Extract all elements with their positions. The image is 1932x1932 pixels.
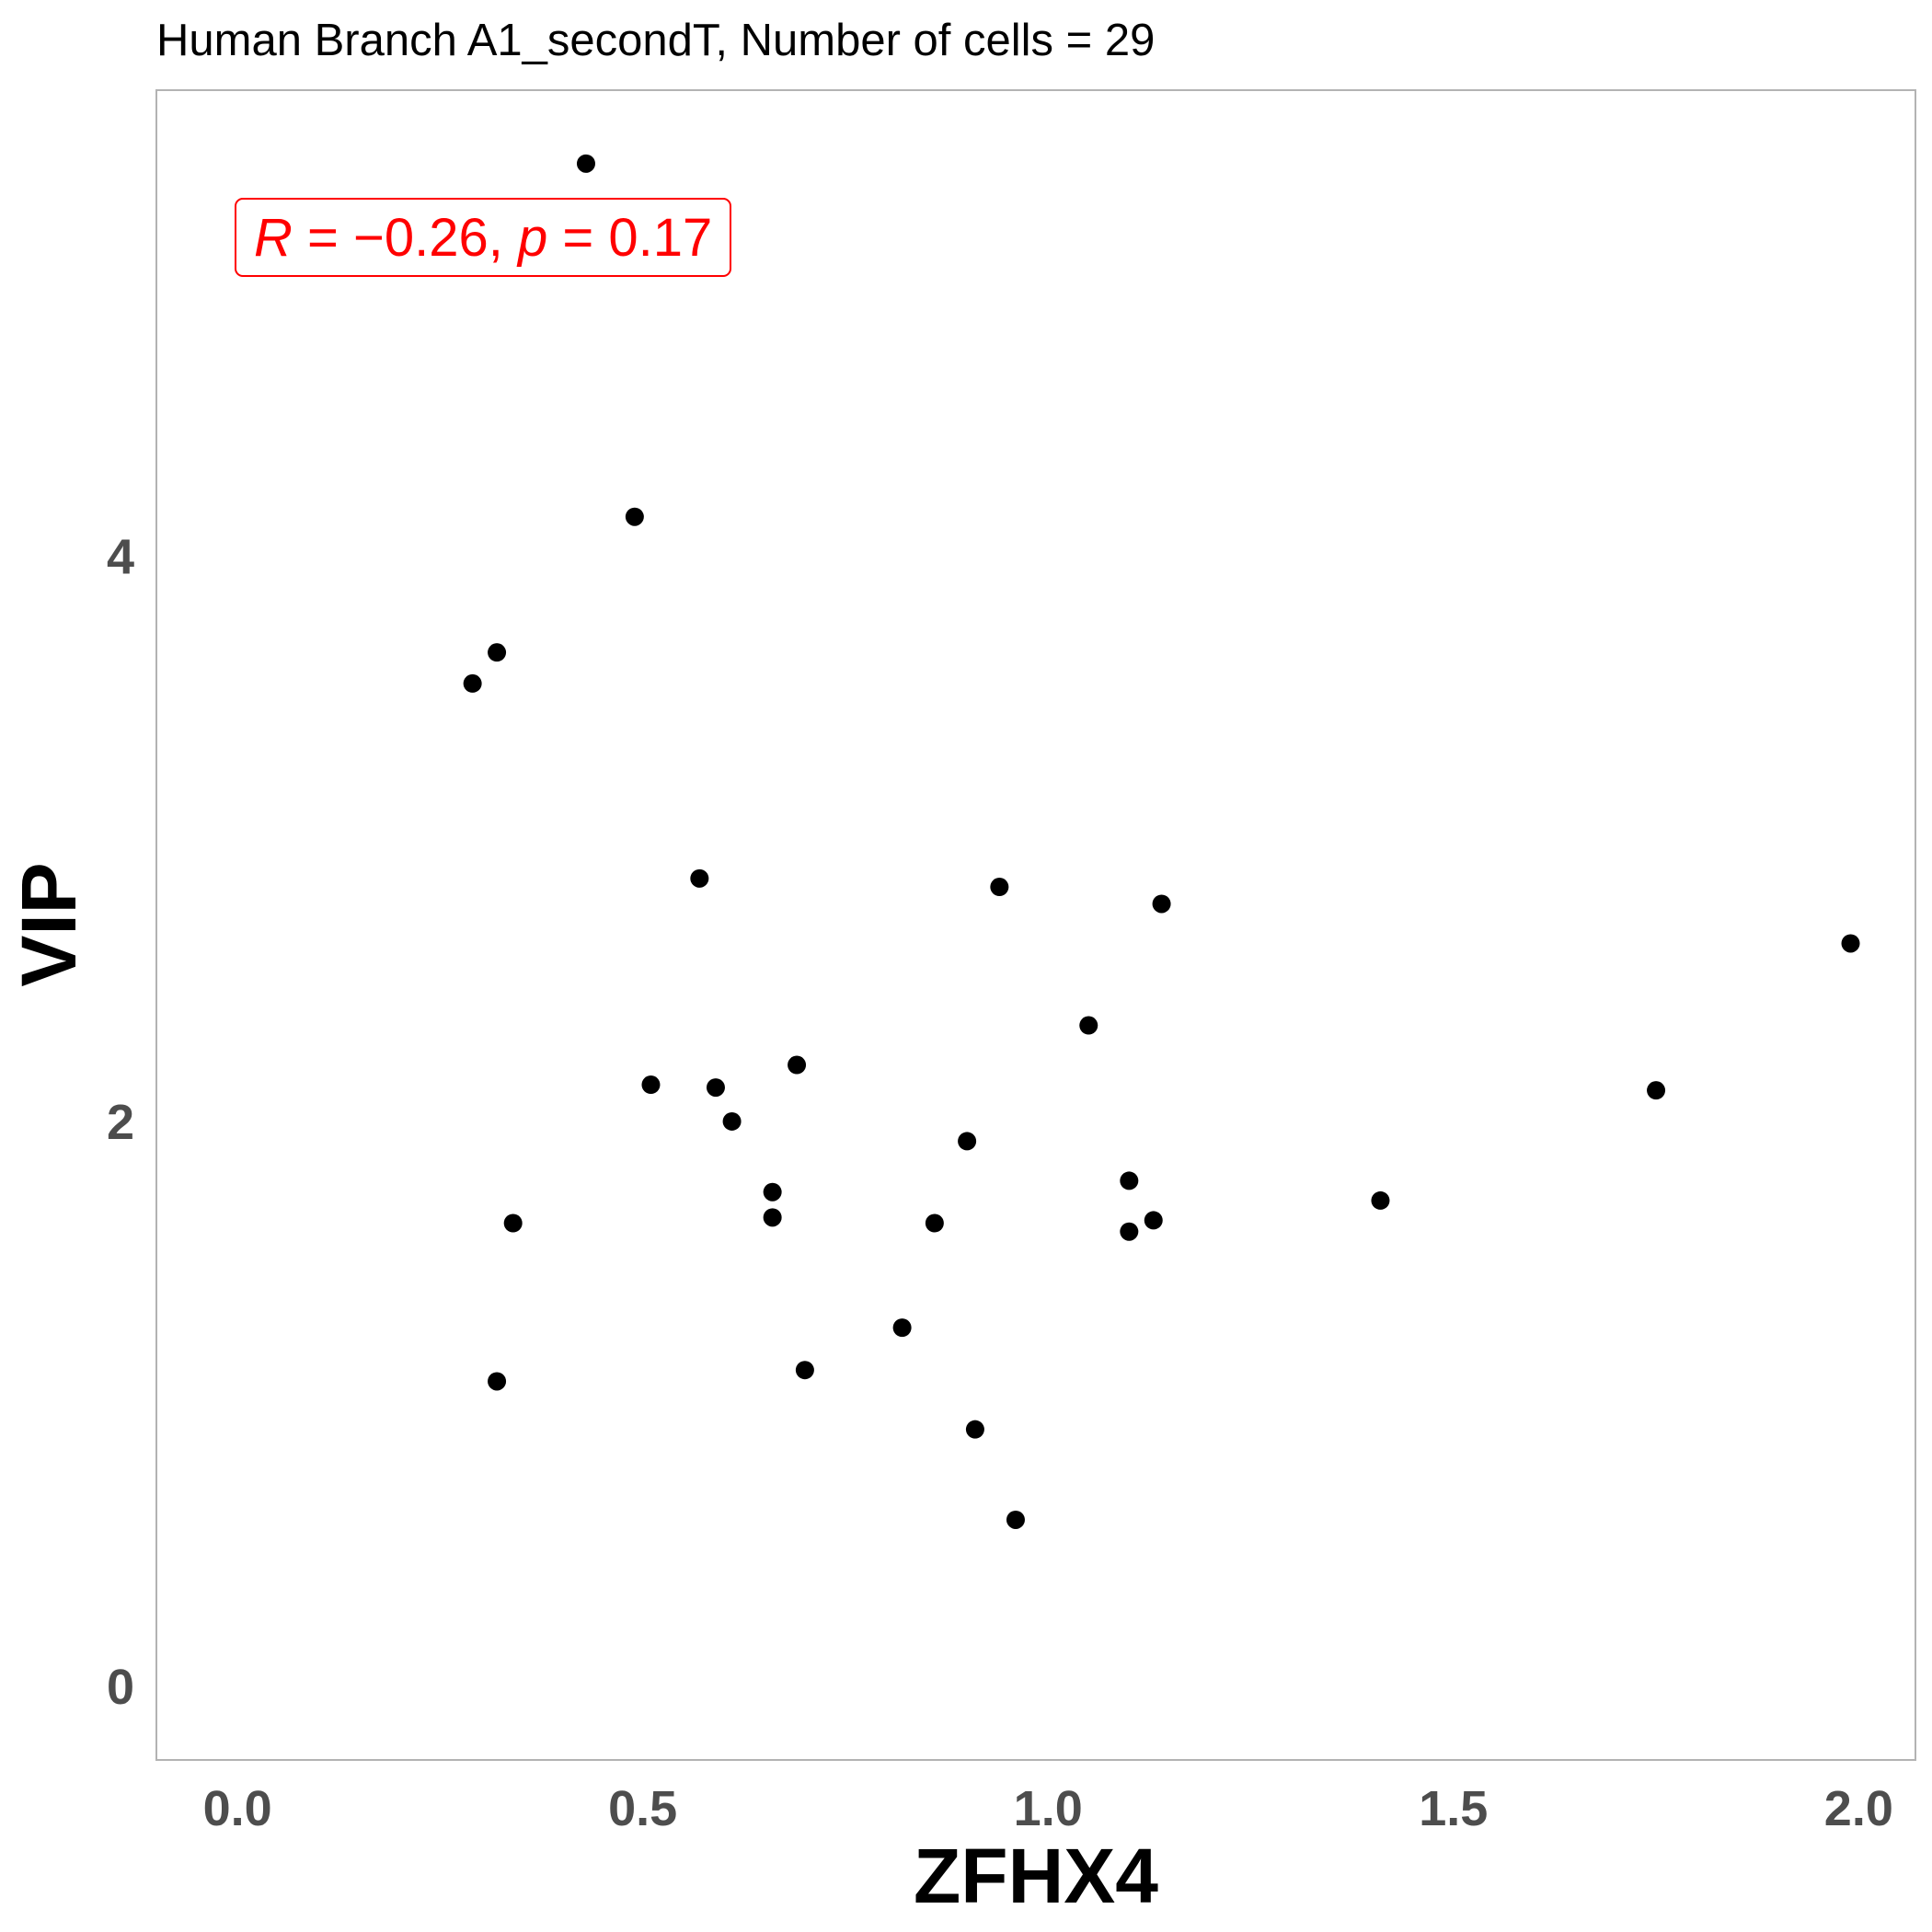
data-point [965,1420,984,1439]
y-axis-ticks: 0 2 4 [107,530,134,1715]
p-symbol: p [516,208,547,268]
data-point [690,868,709,888]
data-point [763,1182,782,1202]
x-axis-label: ZFHX4 [914,1833,1158,1919]
data-point [641,1075,661,1095]
data-point [1647,1081,1666,1100]
x-tick-label: 1.0 [1014,1781,1083,1836]
y-tick-label: 0 [107,1660,134,1715]
data-point [625,507,644,526]
y-tick-label: 4 [107,530,134,585]
data-point [706,1078,725,1098]
data-point [722,1111,742,1131]
data-point [958,1132,977,1151]
p-value: = 0.17 [547,208,712,268]
annotation-text: R = −0.26, p = 0.17 [254,208,712,268]
data-point [795,1361,814,1380]
data-point [763,1208,782,1227]
x-tick-label: 1.5 [1419,1781,1488,1836]
y-tick-label: 2 [107,1095,134,1150]
data-point [1006,1510,1025,1529]
data-point [488,1372,507,1391]
annotation-box [235,198,731,277]
data-point [463,673,482,693]
data-point [1371,1190,1390,1210]
data-point [990,878,1009,897]
data-points [463,154,1860,1529]
x-tick-label: 0.5 [608,1781,677,1836]
data-point [488,643,507,662]
y-axis-label: VIP [6,862,92,986]
data-point [1079,1016,1098,1035]
data-point [1120,1171,1139,1190]
x-axis-ticks: 0.0 0.5 1.0 1.5 2.0 [203,1781,1893,1836]
data-point [1841,934,1860,953]
data-point [1120,1222,1139,1241]
data-point [892,1318,912,1338]
plot-panel [155,89,1916,1761]
chart-title: Human Branch A1_secondT, Number of cells… [156,16,1155,65]
data-point [576,154,595,173]
data-point [925,1213,944,1233]
correlation-annotation: R = −0.26, p = 0.17 [235,198,731,277]
data-point [1144,1211,1163,1230]
data-point [1152,894,1171,914]
data-point [503,1213,523,1233]
r-value: = −0.26, [293,208,518,268]
data-point [788,1055,807,1075]
x-tick-label: 2.0 [1824,1781,1893,1836]
r-symbol: R [254,208,293,268]
x-tick-label: 0.0 [203,1781,272,1836]
